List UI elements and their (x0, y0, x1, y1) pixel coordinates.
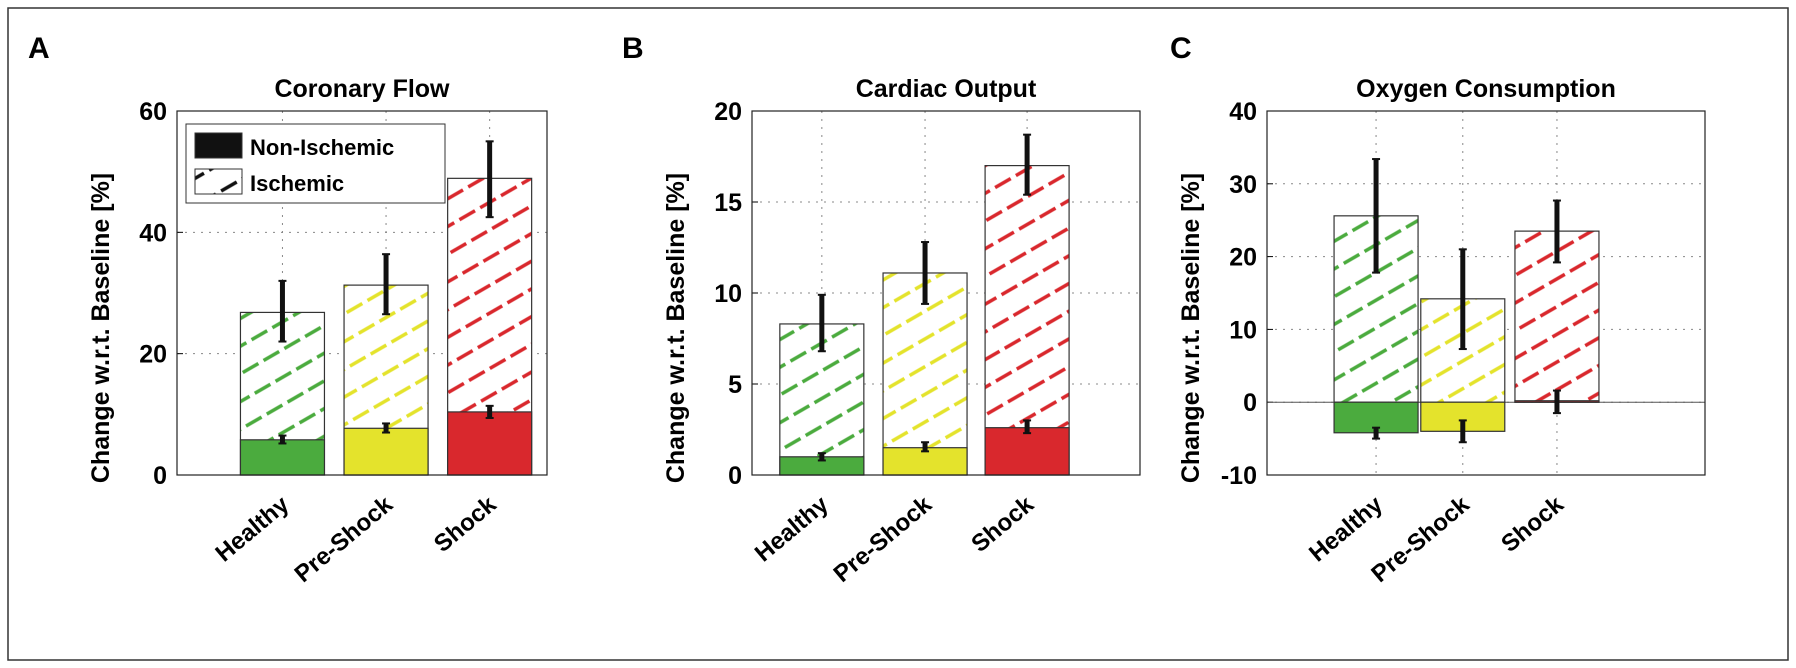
panel-letter: B (622, 32, 644, 65)
y-axis-label: Change w.r.t. Baseline [%] (87, 173, 115, 483)
y-tick-label: 10 (1229, 316, 1257, 344)
chart-title: Oxygen Consumption (1356, 75, 1616, 103)
x-tick-label: Shock (966, 490, 1039, 557)
y-tick-label: 20 (714, 98, 742, 126)
x-tick-label: Shock (429, 490, 502, 557)
legend-label-ischemic: Ischemic (250, 171, 344, 196)
x-tick-label: Pre-Shock (290, 490, 399, 587)
y-tick-label: 40 (139, 219, 167, 247)
y-axis-label: Change w.r.t. Baseline [%] (1177, 173, 1205, 483)
axes-frame (1266, 110, 1706, 476)
x-tick-label: Shock (1496, 490, 1569, 557)
y-tick-label: 20 (1229, 244, 1257, 272)
chart-title: Coronary Flow (274, 75, 450, 103)
x-tick-label: Healthy (1304, 490, 1388, 567)
panel-letter: A (28, 32, 50, 65)
y-tick-label: 0 (153, 462, 167, 490)
y-tick-label: 15 (714, 189, 742, 217)
y-tick-label: 0 (728, 462, 742, 490)
x-tick-label: Pre-Shock (829, 490, 938, 587)
legend-label-non-ischemic: Non-Ischemic (250, 135, 394, 160)
bar-non-ischemic-healthy (239, 439, 326, 476)
axes-frame (176, 110, 548, 476)
legend-swatch-ischemic (194, 168, 243, 195)
y-axis-label: Change w.r.t. Baseline [%] (662, 173, 690, 483)
panel-letter: C (1170, 32, 1192, 65)
y-tick-label: 60 (139, 98, 167, 126)
x-tick-label: Healthy (211, 490, 295, 567)
y-tick-label: 20 (139, 341, 167, 369)
y-tick-label: 40 (1229, 98, 1257, 126)
y-tick-label: 5 (728, 371, 742, 399)
x-tick-label: Healthy (750, 490, 834, 567)
bar-non-ischemic-shock (984, 427, 1070, 476)
x-tick-label: Pre-Shock (1366, 490, 1475, 587)
y-tick-label: 0 (1243, 389, 1257, 417)
legend-swatch-non-ischemic (194, 132, 243, 159)
bar-non-ischemic-shock (447, 411, 533, 476)
bar-non-ischemic-healthy (1333, 401, 1419, 434)
bar-non-ischemic-pre-shock (343, 427, 429, 476)
y-tick-label: 30 (1229, 171, 1257, 199)
legend: Non-Ischemic Ischemic (185, 123, 446, 204)
chart-title: Cardiac Output (856, 75, 1037, 103)
y-tick-label: 10 (714, 280, 742, 308)
y-tick-label: -10 (1221, 462, 1257, 490)
figure-frame (7, 7, 1789, 661)
axes-frame (751, 110, 1141, 476)
